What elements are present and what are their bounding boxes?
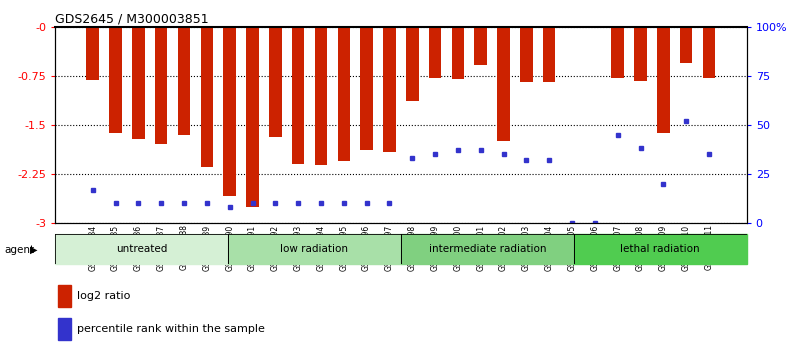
Text: GDS2645 / M300003851: GDS2645 / M300003851 (55, 12, 208, 25)
Bar (383, 27, 395, 152)
Bar (269, 27, 281, 137)
Bar (200, 27, 213, 167)
Bar (520, 27, 533, 82)
Bar (657, 27, 670, 133)
Text: lethal radiation: lethal radiation (620, 244, 700, 254)
Text: agent: agent (4, 245, 34, 255)
Bar (680, 27, 692, 63)
Bar (337, 27, 350, 161)
Text: log2 ratio: log2 ratio (77, 291, 130, 301)
Bar (55, 234, 228, 264)
Text: percentile rank within the sample: percentile rank within the sample (77, 324, 265, 334)
Bar (429, 27, 442, 78)
Bar (475, 27, 487, 64)
Text: ▶: ▶ (30, 245, 38, 255)
Text: untreated: untreated (116, 244, 167, 254)
Bar (86, 27, 99, 80)
Bar (58, 285, 71, 307)
Bar (132, 27, 145, 139)
Text: low radiation: low radiation (281, 244, 348, 254)
Bar (228, 234, 401, 264)
Bar (543, 27, 556, 82)
Bar (246, 27, 259, 207)
Bar (109, 27, 122, 133)
Bar (498, 27, 510, 141)
Bar (292, 27, 304, 164)
Bar (703, 27, 715, 78)
Bar (452, 27, 465, 79)
Bar (360, 27, 373, 150)
Text: intermediate radiation: intermediate radiation (428, 244, 546, 254)
Bar (406, 27, 419, 101)
Bar (58, 318, 71, 340)
Bar (178, 27, 190, 135)
Bar (401, 234, 574, 264)
Bar (314, 27, 327, 165)
Bar (574, 234, 747, 264)
Bar (155, 27, 167, 144)
Bar (223, 27, 236, 195)
Bar (612, 27, 624, 78)
Bar (634, 27, 647, 81)
